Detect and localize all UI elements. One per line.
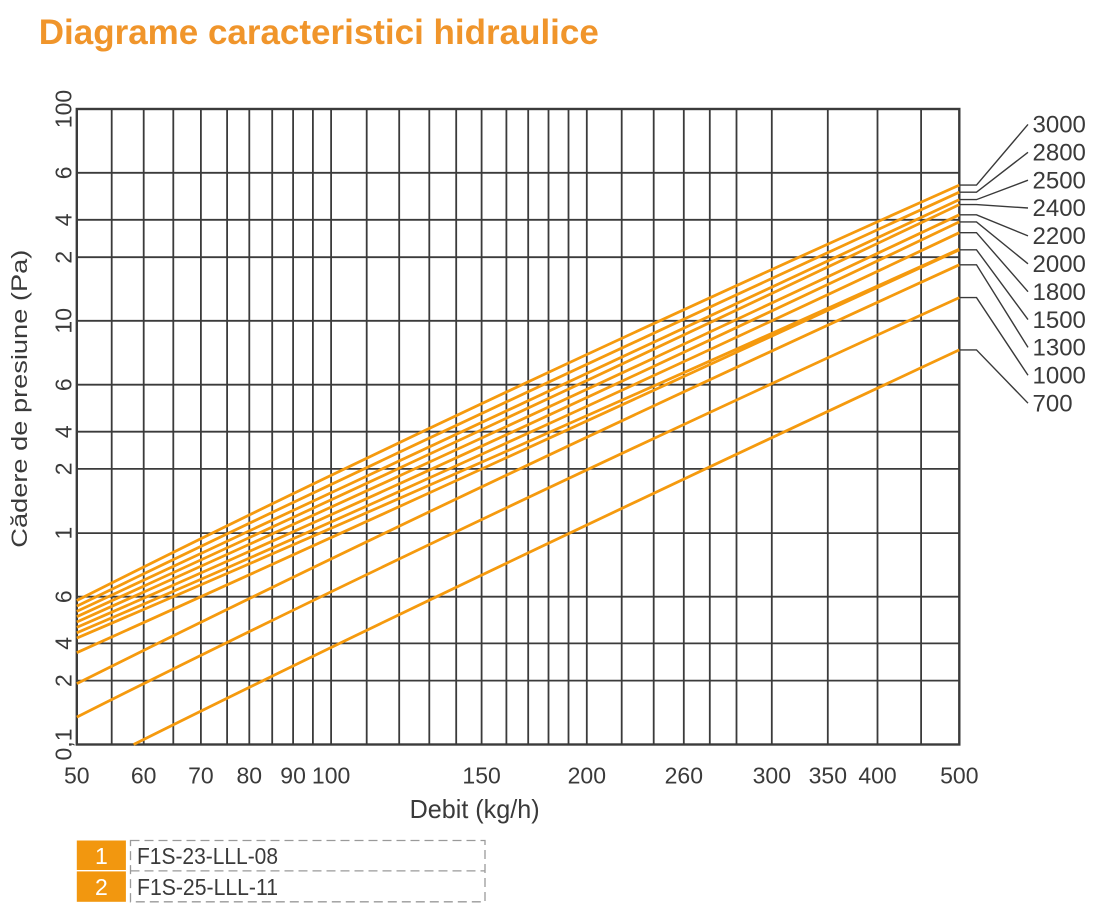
svg-text:Diagrame caracteristici hidrau: Diagrame caracteristici hidraulice [39, 12, 599, 52]
svg-text:2: 2 [51, 674, 77, 687]
svg-text:10: 10 [51, 308, 77, 334]
svg-text:6: 6 [51, 166, 77, 179]
svg-text:6: 6 [51, 590, 77, 603]
svg-text:4: 4 [51, 213, 77, 226]
svg-text:F1S-23-LLL-08: F1S-23-LLL-08 [137, 843, 278, 869]
svg-text:1300: 1300 [1033, 335, 1086, 362]
svg-text:50: 50 [64, 763, 90, 789]
svg-text:2000: 2000 [1033, 251, 1086, 278]
svg-text:4: 4 [51, 425, 77, 438]
svg-text:6: 6 [51, 378, 77, 391]
svg-text:260: 260 [665, 763, 703, 789]
svg-text:4: 4 [51, 637, 77, 650]
svg-text:100: 100 [51, 90, 77, 128]
svg-text:1800: 1800 [1033, 279, 1086, 306]
svg-text:150: 150 [462, 763, 500, 789]
svg-text:350: 350 [809, 763, 847, 789]
svg-text:2: 2 [95, 874, 108, 900]
svg-text:70: 70 [188, 763, 214, 789]
svg-text:2: 2 [51, 463, 77, 476]
svg-text:200: 200 [568, 763, 606, 789]
svg-text:500: 500 [940, 763, 978, 789]
svg-text:300: 300 [753, 763, 791, 789]
svg-text:2400: 2400 [1033, 195, 1086, 222]
svg-text:1500: 1500 [1033, 307, 1086, 334]
svg-text:Cădere de presiune (Pa): Cădere de presiune (Pa) [7, 250, 32, 548]
svg-text:F1S-25-LLL-11: F1S-25-LLL-11 [137, 874, 278, 900]
svg-text:80: 80 [237, 763, 263, 789]
svg-text:2500: 2500 [1033, 167, 1086, 194]
svg-text:60: 60 [131, 763, 157, 789]
svg-text:100: 100 [312, 763, 350, 789]
svg-text:0,1: 0,1 [51, 729, 77, 761]
svg-text:2800: 2800 [1033, 140, 1086, 167]
svg-text:Debit (kg/h): Debit (kg/h) [410, 794, 540, 824]
svg-text:3000: 3000 [1033, 112, 1086, 139]
svg-text:700: 700 [1033, 390, 1073, 417]
svg-text:2: 2 [51, 251, 77, 264]
svg-text:1: 1 [51, 527, 77, 540]
svg-text:2200: 2200 [1033, 223, 1086, 250]
svg-text:1: 1 [95, 843, 108, 869]
svg-text:90: 90 [280, 763, 306, 789]
svg-text:1000: 1000 [1033, 363, 1086, 390]
svg-text:400: 400 [858, 763, 896, 789]
